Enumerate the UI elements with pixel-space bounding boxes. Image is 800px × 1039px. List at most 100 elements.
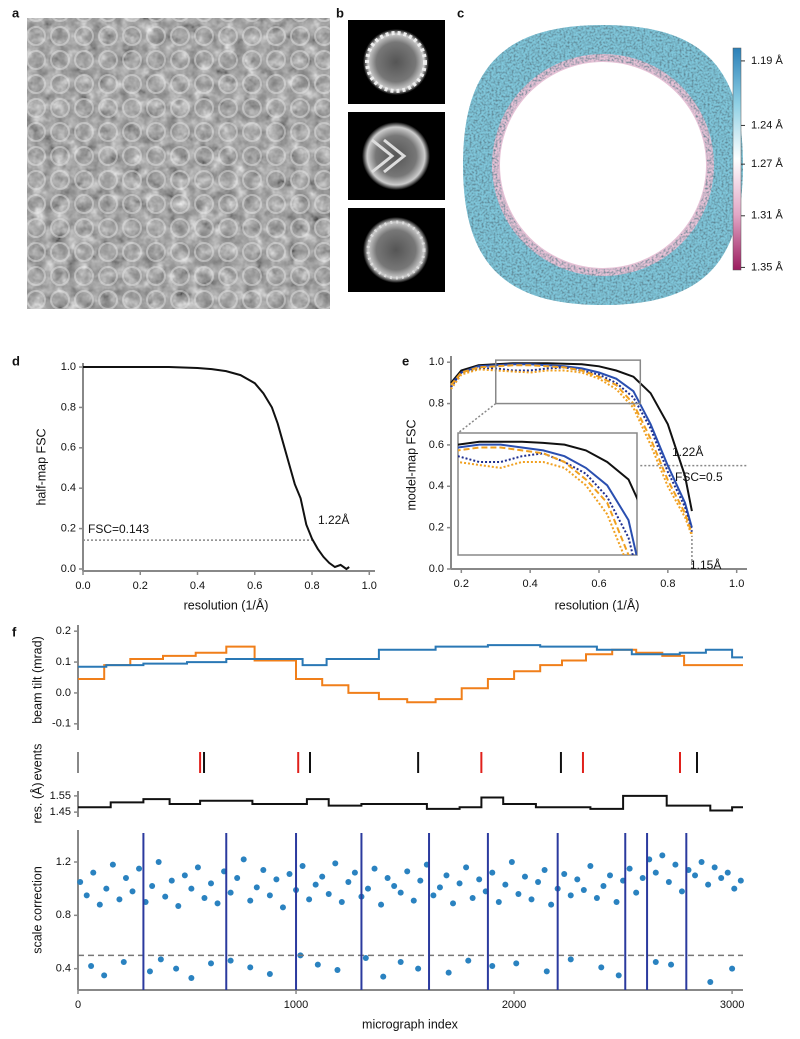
point	[415, 965, 422, 972]
point	[101, 972, 108, 979]
map-texture	[463, 25, 743, 305]
y-axis-label: scale correction	[30, 866, 44, 954]
point	[351, 869, 358, 876]
point	[96, 901, 103, 908]
fsc-line	[450, 368, 693, 537]
y-tick-label: 0.4	[429, 480, 444, 492]
point	[146, 968, 153, 975]
point	[692, 872, 699, 879]
point	[378, 901, 385, 908]
x-tick-label: 1.0	[729, 578, 744, 590]
y-axis-label: half-map FSC	[34, 428, 48, 505]
panel-label: b	[336, 5, 344, 20]
point	[266, 892, 273, 899]
x-tick-label: 1000	[284, 999, 308, 1011]
point	[561, 871, 568, 877]
annotation: 1.22Å	[318, 512, 349, 527]
point	[528, 896, 535, 903]
annotation: 1.22Å	[672, 444, 703, 459]
point	[652, 869, 659, 876]
point	[613, 899, 620, 905]
inset-line	[458, 440, 637, 501]
point	[515, 891, 522, 897]
point	[77, 879, 84, 885]
fsc-line	[450, 363, 693, 528]
point	[188, 885, 195, 892]
point	[600, 883, 607, 889]
fsc-line	[450, 364, 693, 535]
point	[469, 895, 476, 901]
point	[188, 975, 195, 981]
fsc-line	[450, 366, 693, 533]
x-tick-label: 0.8	[304, 580, 319, 592]
point	[465, 957, 472, 964]
x-tick-label: 3000	[720, 999, 744, 1011]
y-axis-label: model-map FSC	[404, 420, 418, 511]
point	[314, 961, 321, 968]
y-tick-label: 0.4	[56, 963, 71, 975]
colorbar-tick-label: 1.19 Å	[751, 54, 783, 67]
point	[724, 869, 731, 876]
point	[181, 872, 188, 879]
x-tick-label: 0.4	[523, 578, 538, 590]
point	[338, 899, 345, 905]
point	[417, 877, 424, 884]
y-tick-label: 0.2	[61, 522, 76, 534]
point	[436, 884, 443, 891]
y-tick-label: 0.8	[56, 909, 71, 921]
point	[173, 965, 180, 972]
point	[626, 865, 633, 872]
y-axis-label: beam tilt (mrad)	[30, 636, 44, 724]
x-tick-label: 0	[75, 999, 81, 1011]
point	[345, 879, 352, 885]
colorbar-tick-label: 1.31 Å	[751, 209, 783, 222]
point	[266, 971, 273, 977]
fsc-line	[83, 366, 350, 571]
point	[450, 900, 457, 907]
point	[521, 873, 528, 880]
point	[116, 896, 123, 903]
point	[312, 881, 319, 888]
y-tick-label: 1.45	[50, 806, 71, 818]
point	[456, 880, 463, 887]
density-map	[463, 25, 743, 305]
x-tick-label: 0.6	[247, 580, 262, 592]
y-tick-label: 0.2	[429, 522, 444, 534]
x-tick-label: 2000	[502, 999, 526, 1011]
point	[397, 959, 404, 965]
micrograph	[27, 18, 330, 309]
point	[513, 960, 520, 967]
point	[234, 875, 241, 881]
point	[90, 869, 97, 876]
y-tick-label: 0.6	[61, 442, 76, 454]
point	[698, 859, 705, 865]
point	[227, 957, 234, 964]
point	[508, 859, 515, 865]
y-tick-label: 0.6	[429, 439, 444, 451]
point	[463, 864, 470, 871]
point	[718, 875, 725, 881]
point	[240, 856, 247, 863]
point	[489, 869, 496, 876]
point	[306, 896, 313, 903]
point	[175, 903, 182, 909]
point	[120, 959, 127, 965]
point	[404, 868, 411, 875]
step-line	[78, 644, 743, 668]
point	[364, 885, 371, 892]
point	[247, 964, 254, 971]
point	[607, 872, 613, 879]
point	[574, 876, 581, 883]
x-axis-label: resolution (1/Å)	[184, 597, 269, 612]
point	[227, 889, 234, 896]
point	[162, 893, 169, 900]
point	[149, 883, 156, 889]
point	[548, 901, 555, 908]
x-tick-label: 0.2	[133, 580, 148, 592]
point	[208, 960, 214, 967]
point	[445, 969, 452, 976]
point	[705, 881, 712, 888]
point	[103, 885, 110, 892]
point	[208, 880, 214, 887]
inset-line	[458, 443, 637, 555]
